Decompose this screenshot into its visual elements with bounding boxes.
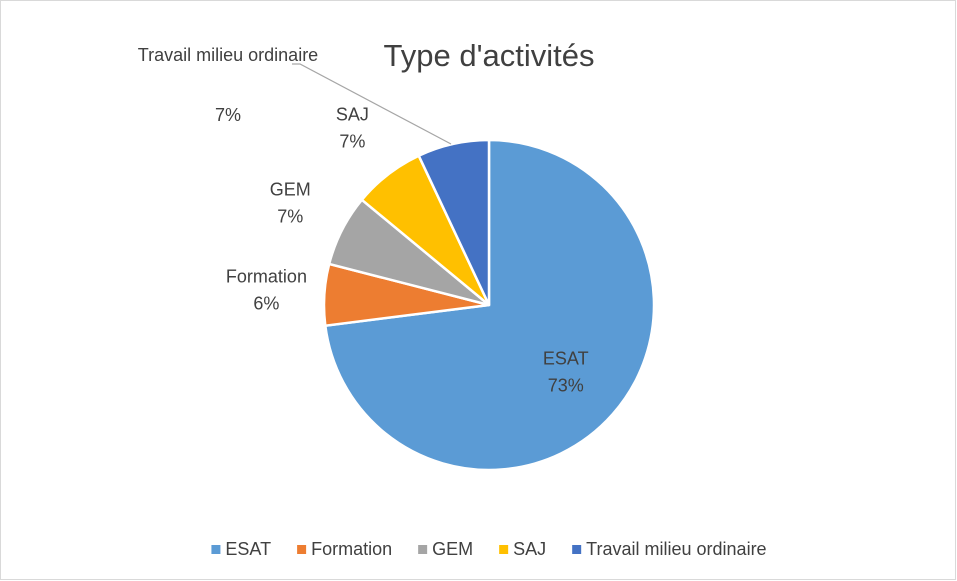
data-label-value: 6% [253, 294, 279, 314]
legend-label: Formation [311, 539, 392, 559]
legend-label: GEM [432, 539, 473, 559]
data-label-name: Formation [226, 267, 307, 287]
data-label-name: Travail milieu ordinaire [138, 45, 318, 65]
data-label-value: 73% [548, 375, 584, 395]
legend-marker [418, 545, 428, 554]
data-label-name: ESAT [543, 348, 589, 368]
legend-marker [211, 545, 221, 554]
legend-marker [499, 545, 509, 554]
leader-line [292, 63, 452, 145]
pie-slice [417, 138, 491, 306]
chart-title: Type d'activités [384, 38, 595, 73]
data-label-value: 7% [277, 207, 303, 227]
data-label-name: GEM [270, 180, 311, 200]
data-label-value: 7% [339, 132, 365, 152]
legend-marker [297, 545, 307, 554]
legend-label: ESAT [225, 539, 271, 559]
data-label-value: 7% [215, 105, 241, 125]
legend-label: SAJ [513, 539, 546, 559]
data-label-name: SAJ [336, 105, 369, 125]
legend-marker [572, 545, 582, 554]
legend-label: Travail milieu ordinaire [586, 539, 766, 559]
